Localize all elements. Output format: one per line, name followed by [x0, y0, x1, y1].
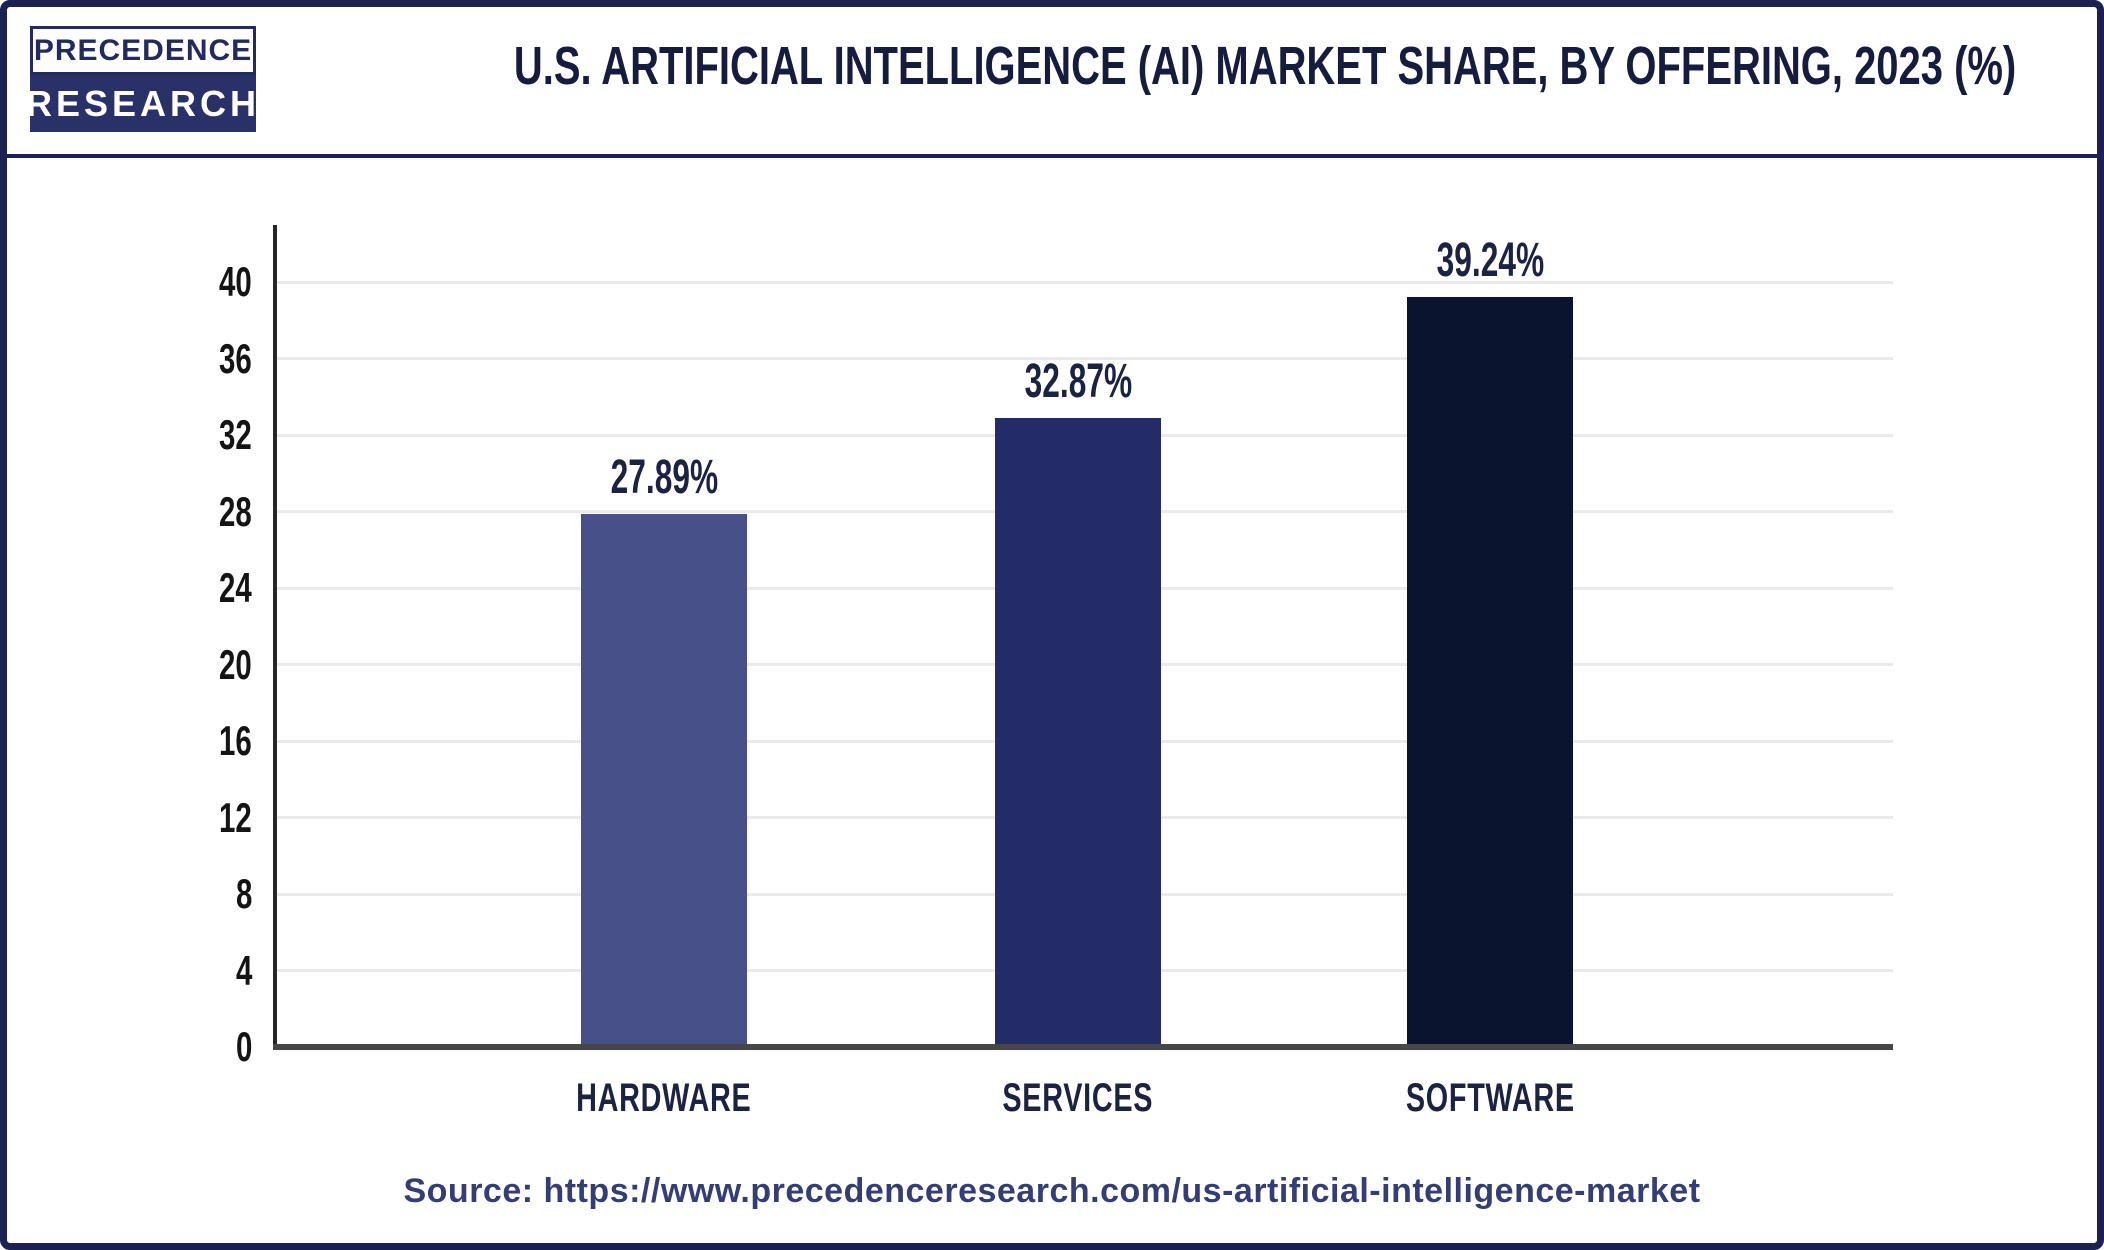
gridline: [277, 280, 1893, 284]
gridline: [277, 357, 1893, 360]
y-axis-tick-label: 32: [219, 411, 252, 458]
category-label: SERVICES: [1002, 1076, 1154, 1120]
logo-line-research: RESEARCH: [26, 75, 256, 132]
y-axis-tick-label: 12: [219, 793, 252, 841]
y-axis-tick-label: 20: [219, 640, 252, 688]
y-axis-tick-label: 24: [219, 564, 252, 611]
category-label: HARDWARE: [576, 1076, 752, 1120]
bar-value-label: 27.89%: [610, 450, 718, 504]
source-url-text: Source: https://www.precedenceresearch.c…: [403, 1172, 1701, 1210]
y-axis-tick-label: 8: [235, 870, 252, 917]
y-axis-tick-label: 40: [219, 258, 252, 305]
bar-value-label: 32.87%: [1024, 355, 1132, 409]
category-label: SOFTWARE: [1405, 1076, 1575, 1120]
y-axis-tick-label: 36: [219, 334, 252, 382]
y-axis-tick-label: 28: [219, 487, 252, 535]
precedence-research-logo: PRECEDENCE RESEARCH: [26, 26, 256, 132]
header-divider: [0, 154, 2104, 158]
y-axis-tick-label: 0: [235, 1023, 252, 1070]
bar-hardware: [581, 513, 747, 1047]
bar-services: [995, 418, 1161, 1047]
chart-title: U.S. ARTIFICIAL INTELLIGENCE (AI) MARKET…: [513, 36, 2017, 96]
bar-software: [1407, 296, 1573, 1047]
y-axis-line: [273, 225, 277, 1050]
bar-value-label: 39.24%: [1436, 233, 1544, 287]
logo-line-precedence: PRECEDENCE: [30, 26, 256, 75]
y-axis-tick-label: 4: [235, 946, 252, 994]
x-axis-baseline: [273, 1044, 1893, 1050]
y-axis-tick-label: 16: [219, 717, 252, 764]
